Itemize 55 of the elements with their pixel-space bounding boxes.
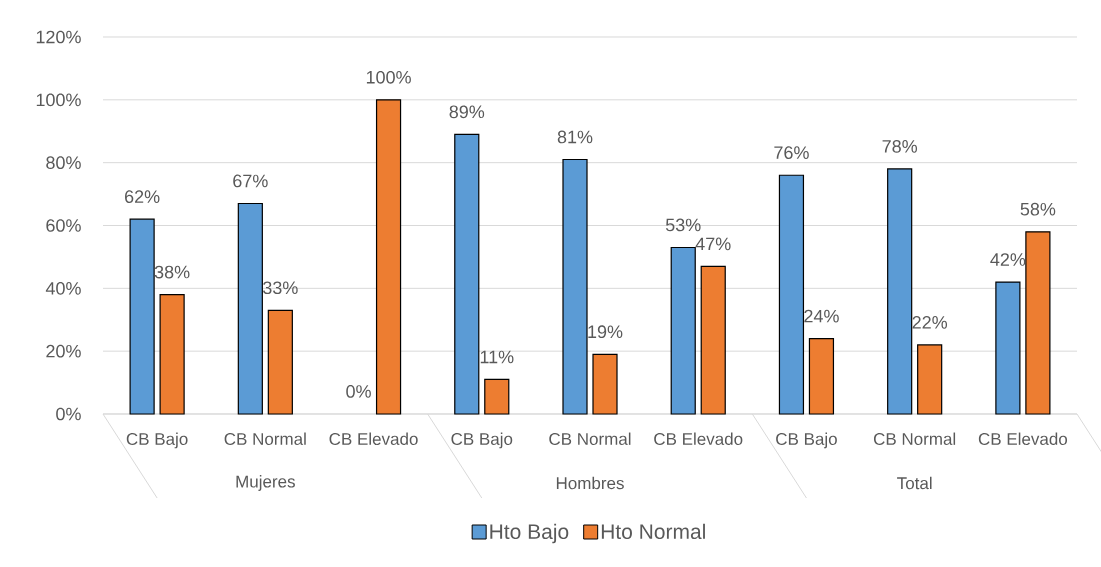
y-tick-label: 60%: [46, 219, 81, 232]
data-label: 89%: [449, 105, 485, 119]
bar: [995, 281, 1021, 415]
y-tick-label: 0%: [56, 407, 81, 421]
text: Mujeres: [236, 475, 295, 491]
y-tick-label: 40%: [45, 281, 81, 295]
bar: [159, 294, 185, 415]
bar: [887, 168, 913, 415]
bar: [1025, 231, 1051, 415]
bar: [917, 344, 943, 415]
data-label: 62%: [125, 190, 160, 204]
data-label: 24%: [804, 309, 839, 323]
bar: [778, 174, 805, 415]
data-label: 47%: [695, 237, 731, 251]
y-tick-label: 100%: [36, 93, 81, 107]
text: Hombres: [556, 476, 624, 490]
x-tick-label: CB Bajo: [126, 432, 188, 449]
data-label: 78%: [882, 140, 918, 153]
data-label: 11%: [480, 350, 514, 364]
text: Total: [897, 476, 932, 490]
bar: [129, 218, 155, 415]
data-label: 58%: [1020, 202, 1056, 216]
data-label: 38%: [154, 265, 190, 279]
x-tick-label: CB Normal: [873, 432, 956, 446]
bar: [237, 202, 263, 415]
x-tick-label: CB Normal: [549, 432, 631, 446]
x-tick-label: CB Bajo: [451, 432, 513, 449]
bar: [592, 353, 618, 415]
x-tick-label: CB Elevado: [978, 432, 1068, 446]
bar: [808, 338, 835, 415]
data-label: 22%: [912, 316, 948, 329]
data-label: 67%: [233, 174, 268, 188]
legend-label: Hto Bajo: [490, 523, 569, 544]
bar: [484, 378, 510, 415]
data-label: 19%: [588, 325, 623, 339]
x-tick-label: CB Normal: [224, 432, 306, 446]
x-tick-label: CB Elevado: [329, 432, 418, 446]
bar: [375, 99, 402, 415]
bar: [700, 265, 726, 415]
data-label: 0%: [346, 385, 371, 398]
bar: [670, 246, 696, 415]
x-tick-label: CB Elevado: [654, 432, 743, 446]
y-tick-label: 20%: [46, 344, 81, 358]
data-label: 100%: [366, 70, 411, 84]
data-label: 53%: [665, 218, 701, 232]
legend-label: Hto Normal: [601, 523, 705, 540]
data-label: 81%: [557, 130, 593, 144]
y-tick-label: 120%: [36, 30, 81, 44]
y-tick-label: 80%: [46, 156, 81, 170]
bar: [562, 158, 588, 415]
x-tick-label: CB Bajo: [776, 432, 837, 449]
bar: [267, 309, 293, 415]
data-label: 33%: [263, 281, 298, 295]
bar: [454, 133, 480, 415]
data-label: 76%: [774, 146, 809, 160]
